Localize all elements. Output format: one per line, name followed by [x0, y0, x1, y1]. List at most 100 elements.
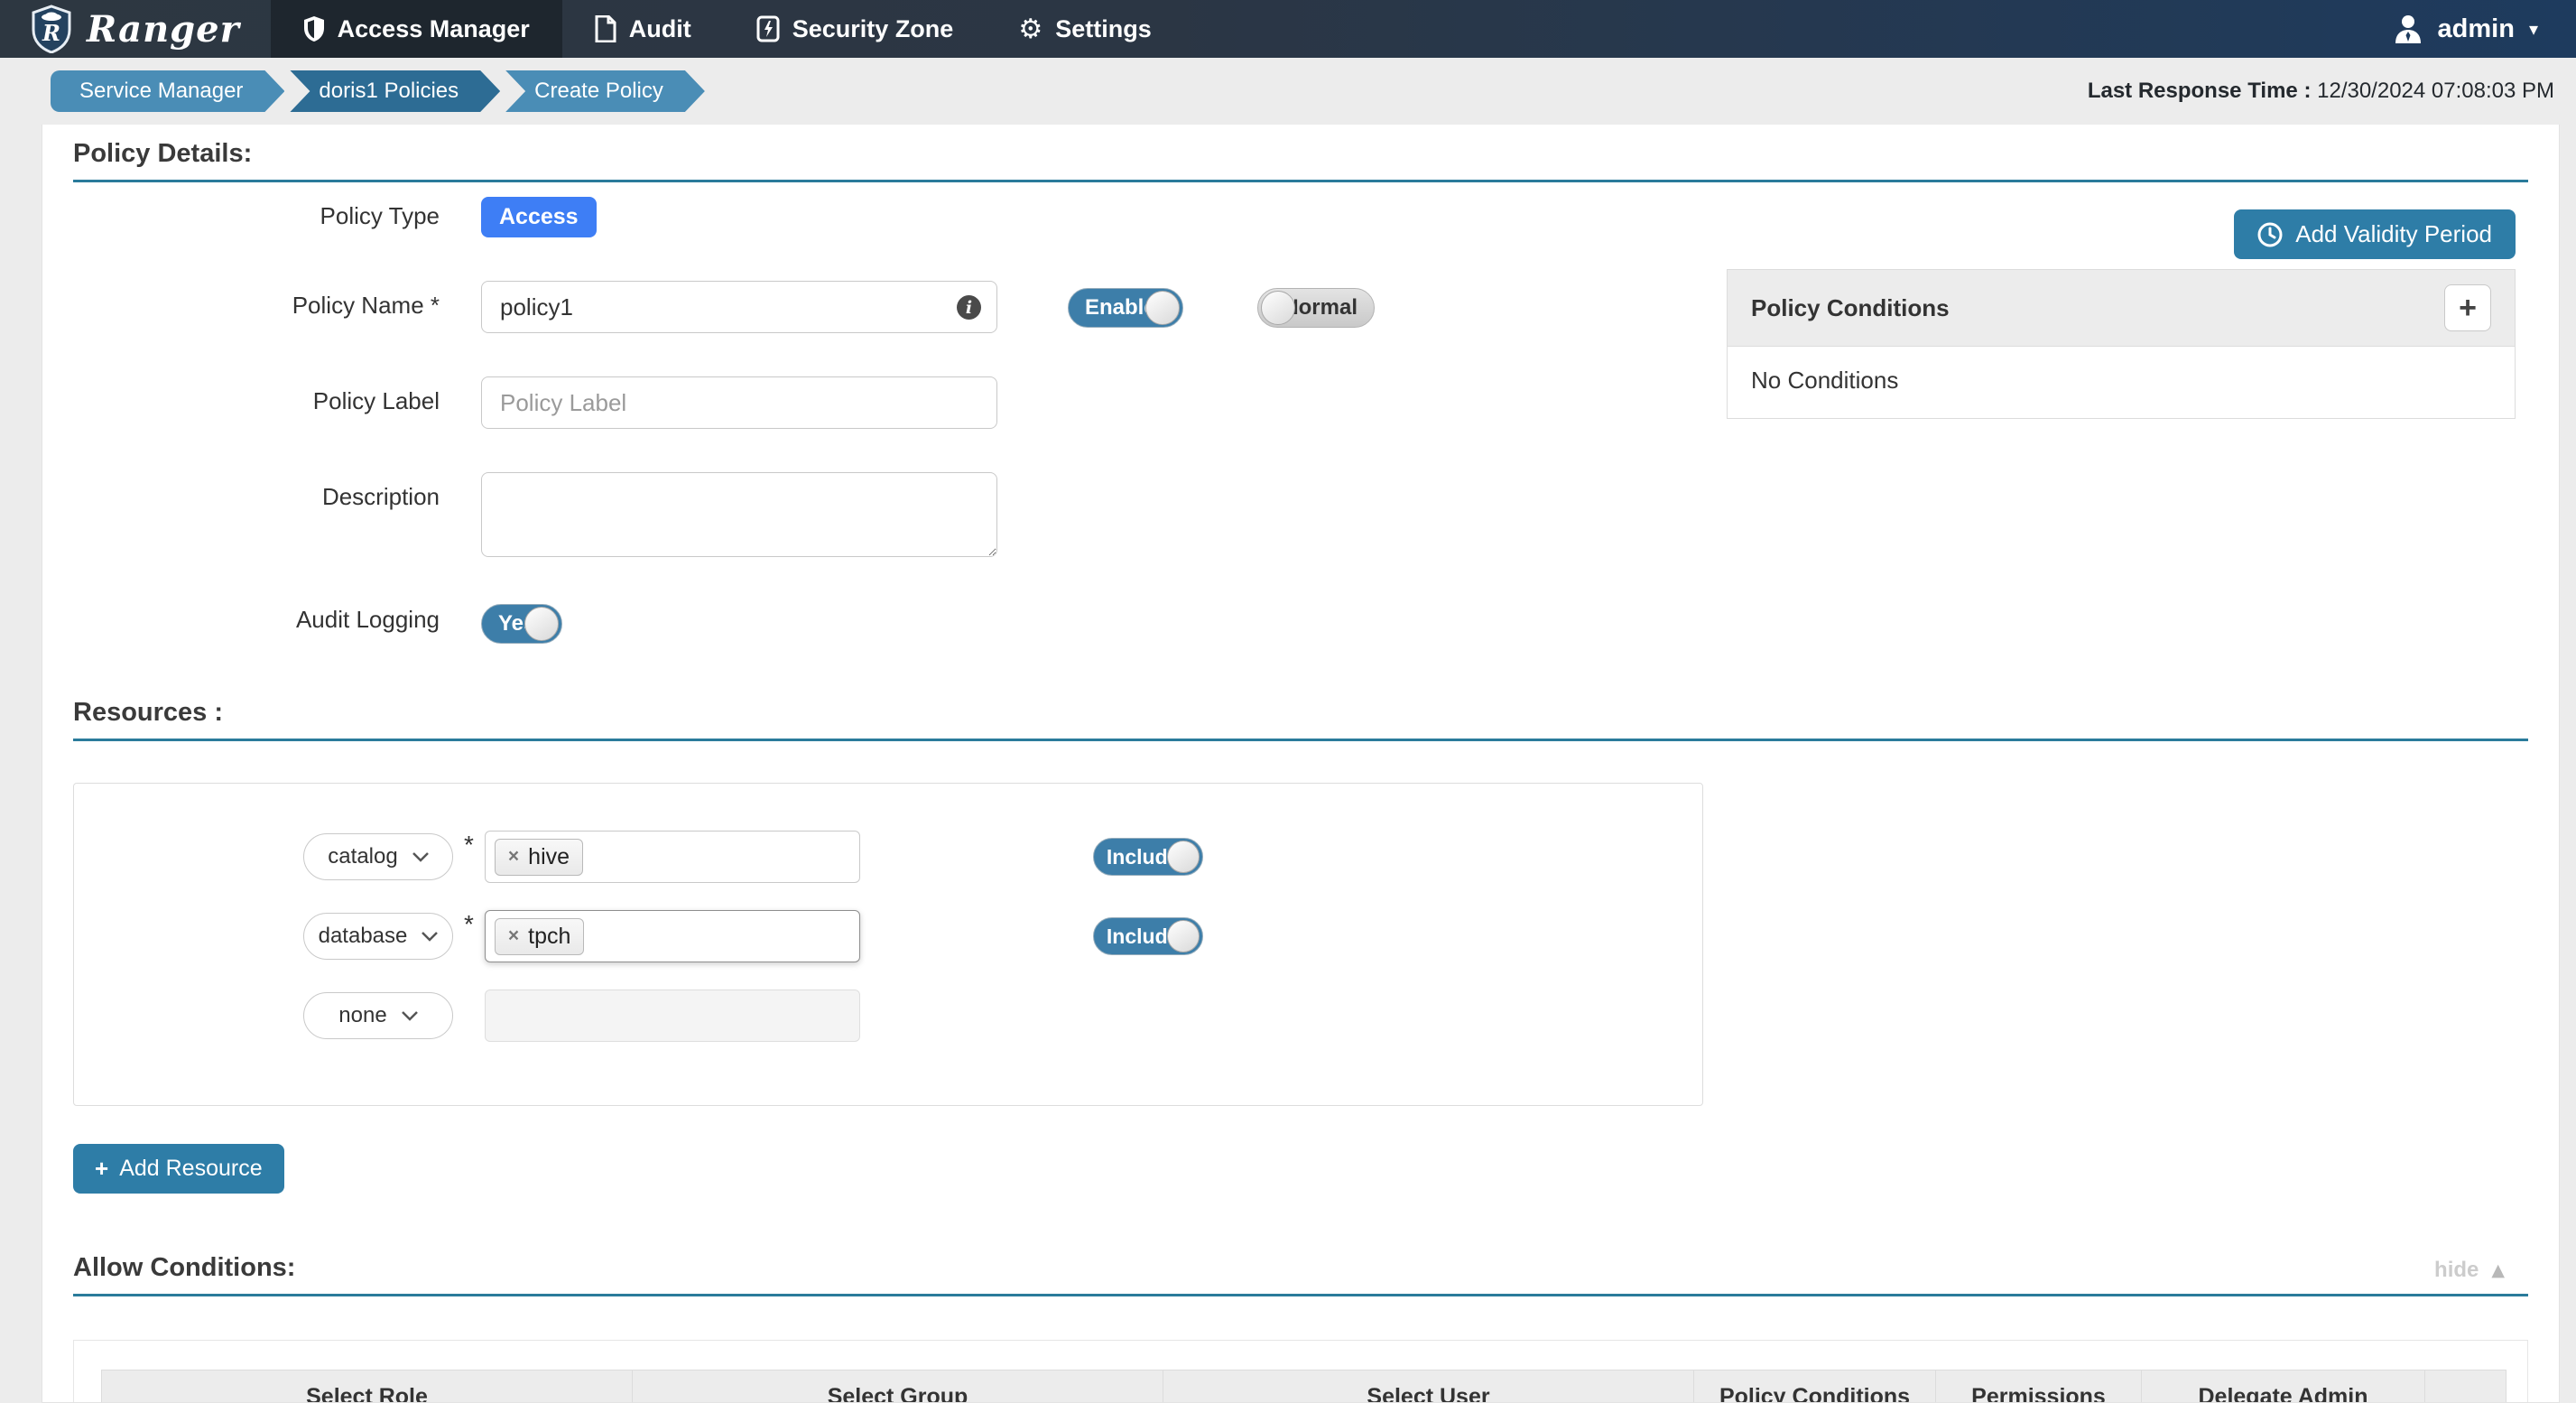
- chevron-down-icon: [412, 851, 429, 862]
- breadcrumb-service-manager[interactable]: Service Manager: [51, 70, 284, 112]
- description-row: Description: [73, 472, 2528, 557]
- table-header-row: Select Role Select Group Select User Pol…: [101, 1370, 2507, 1402]
- audit-logging-row: Audit Logging Yes: [73, 600, 2528, 644]
- resource-type-select-database[interactable]: database: [303, 913, 453, 960]
- policy-label-input[interactable]: [481, 376, 997, 429]
- resources-section: Resources : catalog * hive Include: [73, 698, 2528, 1194]
- policy-name-row: Policy Name * i Enabled Normal: [73, 281, 2528, 333]
- resource-row-catalog: catalog * hive Include: [303, 831, 1702, 883]
- remove-tag-icon[interactable]: [508, 846, 519, 868]
- breadcrumb-create-policy[interactable]: Create Policy: [505, 70, 705, 112]
- heading-rule: [73, 180, 2528, 182]
- top-navbar: R Ranger Access Manager Audit Security Z…: [0, 0, 2576, 58]
- allow-conditions-header: Allow Conditions: hide ▲: [73, 1253, 2528, 1283]
- toggle-knob: [524, 607, 559, 641]
- resource-value-input-none: [484, 990, 860, 1042]
- header-select-user: Select User: [1163, 1370, 1694, 1402]
- resource-type-value: catalog: [328, 844, 398, 869]
- nav-access-manager[interactable]: Access Manager: [270, 0, 562, 58]
- description-textarea[interactable]: [481, 472, 997, 557]
- last-response-time: Last Response Time : 12/30/2024 07:08:03…: [2088, 79, 2554, 104]
- caret-up-icon: ▲: [2491, 1260, 2505, 1280]
- resource-type-value: database: [318, 924, 408, 948]
- audit-logging-toggle[interactable]: Yes: [481, 604, 562, 644]
- required-asterisk: *: [464, 831, 474, 859]
- clock-icon: [2257, 222, 2283, 247]
- hide-label: hide: [2434, 1258, 2479, 1282]
- normal-toggle-label: Normal: [1283, 295, 1357, 320]
- resources-heading: Resources :: [73, 698, 224, 727]
- tag-chip: hive: [494, 838, 584, 876]
- policy-name-input[interactable]: [481, 281, 997, 333]
- resource-value-input-database[interactable]: tpch: [484, 910, 860, 962]
- policy-type-badge: Access: [481, 197, 597, 237]
- shield-icon: [303, 15, 325, 42]
- policy-type-label: Policy Type: [320, 202, 440, 229]
- header-select-role: Select Role: [101, 1370, 633, 1402]
- toggle-knob: [1166, 841, 1200, 873]
- toggle-knob: [1166, 920, 1200, 952]
- add-validity-period-label: Add Validity Period: [2295, 220, 2492, 247]
- include-toggle-catalog[interactable]: Include: [1092, 838, 1203, 876]
- allow-conditions-box: Select Role Select Group Select User Pol…: [73, 1340, 2528, 1402]
- include-toggle-slot: Include: [1092, 838, 1203, 876]
- add-resource-label: Add Resource: [119, 1156, 263, 1181]
- plus-icon: +: [95, 1155, 109, 1182]
- add-validity-period-button[interactable]: Add Validity Period: [2234, 209, 2516, 259]
- enabled-toggle[interactable]: Enabled: [1068, 288, 1183, 328]
- breadcrumb-bar: Service Manager doris1 Policies Create P…: [0, 58, 2576, 125]
- header-select-group: Select Group: [632, 1370, 1163, 1402]
- resources-box: catalog * hive Include: [73, 783, 1703, 1106]
- policy-details-form: Add Validity Period Policy Conditions + …: [73, 197, 2528, 644]
- breadcrumb-doris1-policies[interactable]: doris1 Policies: [290, 70, 500, 112]
- resource-type-select-none[interactable]: none: [303, 992, 453, 1039]
- ranger-brand[interactable]: R Ranger: [0, 0, 271, 58]
- toggle-knob: [1145, 291, 1180, 325]
- hide-toggle-link[interactable]: hide ▲: [2434, 1258, 2528, 1283]
- policy-name-input-wrap: i: [481, 281, 997, 333]
- policy-conditions-title: Policy Conditions: [1751, 293, 1950, 321]
- tag-label: hive: [528, 843, 570, 869]
- ranger-logo-icon: R: [31, 5, 72, 53]
- resource-row-database: database * tpch Include: [303, 910, 1702, 962]
- allow-conditions-table: Select Role Select Group Select User Pol…: [101, 1370, 2507, 1402]
- gear-icon: ⚙: [1018, 13, 1043, 45]
- last-response-value: 12/30/2024 07:08:03 PM: [2317, 79, 2554, 103]
- nav-audit[interactable]: Audit: [562, 0, 724, 58]
- chevron-down-icon: [422, 931, 439, 942]
- add-resource-button[interactable]: + Add Resource: [73, 1144, 284, 1194]
- nav-item-label: Security Zone: [792, 14, 954, 42]
- nav-item-label: Settings: [1055, 14, 1152, 42]
- add-policy-condition-button[interactable]: +: [2444, 284, 2491, 331]
- brand-title: Ranger: [87, 7, 240, 51]
- info-icon: i: [957, 295, 981, 320]
- user-icon: [2393, 14, 2423, 44]
- last-response-label: Last Response Time :: [2087, 79, 2312, 103]
- nav-settings[interactable]: ⚙ Settings: [986, 0, 1183, 58]
- include-toggle-database[interactable]: Include: [1092, 917, 1203, 955]
- header-policy-conditions: Policy Conditions: [1693, 1370, 1936, 1402]
- resource-type-value: none: [338, 1003, 387, 1027]
- nav-item-label: Access Manager: [337, 14, 530, 42]
- header-delegate-admin: Delegate Admin: [2141, 1370, 2425, 1402]
- nav-item-label: Audit: [628, 14, 691, 42]
- resource-value-input-catalog[interactable]: hive: [484, 831, 860, 883]
- policy-conditions-empty-text: No Conditions: [1751, 367, 1899, 394]
- normal-override-toggle[interactable]: Normal: [1257, 288, 1375, 328]
- nav-security-zone[interactable]: Security Zone: [724, 0, 987, 58]
- caret-down-icon: ▾: [2528, 18, 2538, 40]
- security-zone-icon: [756, 15, 780, 42]
- policy-name-label: Policy Name *: [292, 292, 440, 319]
- audit-logging-label: Audit Logging: [295, 606, 440, 633]
- include-toggle-slot: Include: [1092, 917, 1203, 955]
- required-asterisk: *: [464, 910, 474, 938]
- document-icon: [595, 15, 616, 42]
- heading-rule: [73, 739, 2528, 741]
- policy-details-heading: Policy Details:: [73, 139, 253, 168]
- resource-type-select-catalog[interactable]: catalog: [303, 833, 453, 880]
- toggle-knob: [1261, 291, 1295, 325]
- remove-tag-icon[interactable]: [508, 925, 519, 947]
- policy-label-row: Policy Label: [73, 376, 2528, 429]
- chevron-down-icon: [401, 1010, 418, 1021]
- user-menu[interactable]: admin ▾: [2355, 0, 2576, 58]
